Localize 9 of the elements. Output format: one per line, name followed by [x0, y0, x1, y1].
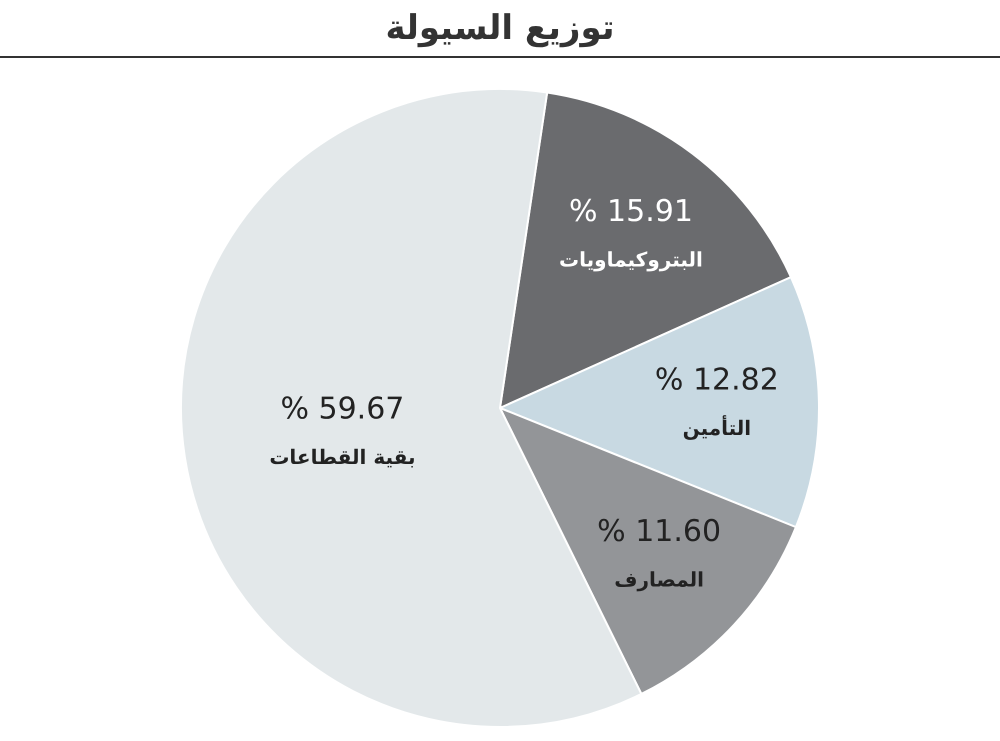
data-label: % 12.82: [654, 362, 779, 398]
data-label: % 59.67: [280, 391, 404, 426]
slice-label: بقية القطاعات: [269, 444, 416, 469]
data-label: % 11.60: [597, 514, 722, 550]
data-label: % 15.91: [568, 194, 693, 229]
slice-label: البتروكيماويات: [559, 247, 703, 272]
slice-label: المصارف: [614, 568, 704, 592]
slice-label: التأمين: [682, 414, 752, 440]
chart-title: توزيع السيولة: [384, 7, 616, 50]
